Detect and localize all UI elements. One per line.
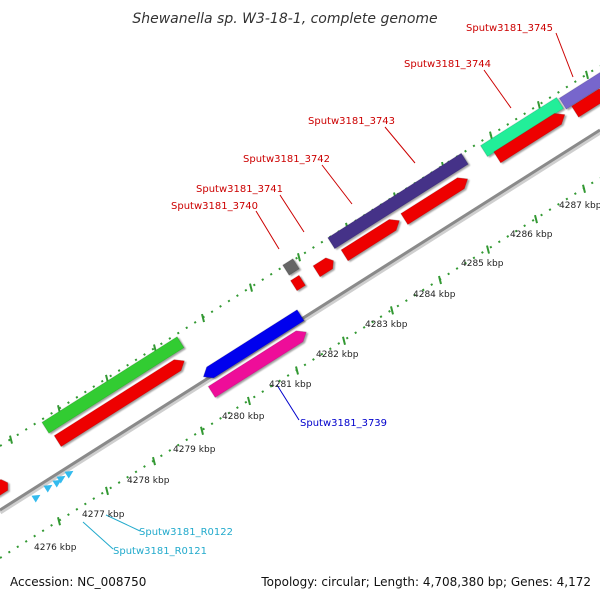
genome-summary-text: Topology: circular; Length: 4,708,380 bp… <box>260 575 591 589</box>
tick-label-4279: 4279 kbp <box>173 445 216 455</box>
gene-label-R0121: Sputw3181_R0121 <box>113 546 207 557</box>
gene-teal-feature <box>480 97 564 157</box>
gene-green-feature <box>41 336 185 434</box>
leader-3743 <box>384 126 416 164</box>
leader-3745 <box>555 32 574 78</box>
trna-marker <box>64 470 74 479</box>
cds-feature-i <box>0 479 9 498</box>
gene-gray-feature <box>282 258 300 276</box>
inner-major-tick <box>247 396 251 406</box>
tick-label-4285: 4285 kbp <box>461 259 504 269</box>
cds-feature-f <box>400 177 469 225</box>
cds-feature-a <box>53 359 185 448</box>
gene-label-R0122: Sputw3181_R0122 <box>139 527 233 538</box>
outer-major-tick <box>9 435 13 444</box>
tick-label-4283: 4283 kbp <box>365 320 408 330</box>
inner-major-tick <box>200 426 204 435</box>
cds-feature-d <box>312 257 334 278</box>
trna-marker <box>56 475 66 484</box>
inner-major-tick <box>295 366 299 375</box>
tick-label-4286: 4286 kbp <box>510 230 553 240</box>
gene-label-3743: Sputw3181_3743 <box>308 116 395 127</box>
leader-R0122 <box>105 514 141 532</box>
accession-text: Accession: NC_008750 <box>10 575 146 589</box>
gene-label-3741: Sputw3181_3741 <box>196 184 283 195</box>
gene-label-3745: Sputw3181_3745 <box>466 23 553 34</box>
inner-major-tick <box>390 306 394 315</box>
leader-3744 <box>483 69 512 109</box>
gene-labels: Sputw3181_3745 Sputw3181_3744 Sputw3181_… <box>113 23 553 557</box>
tick-label-4287: 4287 kbp <box>559 201 600 211</box>
tick-labels: 4276 kbp 4277 kbp 4278 kbp 4279 kbp 4280… <box>34 201 600 553</box>
inner-major-tick <box>486 245 490 254</box>
gene-features <box>0 68 600 503</box>
label-leader-lines <box>82 32 574 550</box>
trna-marker <box>43 484 53 493</box>
tick-label-4281: 4281 kbp <box>269 380 312 390</box>
gene-violet-feature <box>558 68 600 110</box>
inner-major-tick <box>152 456 156 466</box>
gene-blue-feature <box>203 309 305 379</box>
leader-3740 <box>255 210 280 250</box>
cds-feature-c <box>290 274 306 292</box>
cds-feature-e <box>340 219 400 262</box>
tick-label-4276: 4276 kbp <box>34 543 77 553</box>
outer-major-tick <box>201 313 205 323</box>
outer-major-tick <box>249 283 253 292</box>
leader-R0121 <box>82 521 114 550</box>
map-title: Shewanella sp. W3-18-1, complete genome <box>132 11 437 27</box>
cds-feature-g <box>493 113 566 164</box>
gene-label-3742: Sputw3181_3742 <box>243 154 330 165</box>
outer-scale-line <box>0 65 600 447</box>
tick-label-4278: 4278 kbp <box>127 476 170 486</box>
inner-major-tick <box>534 214 538 224</box>
trna-marker <box>52 479 62 488</box>
inner-major-tick <box>582 184 586 194</box>
tick-label-4282: 4282 kbp <box>316 350 359 360</box>
leader-3741 <box>279 194 305 233</box>
leader-3742 <box>321 164 353 205</box>
inner-major-tick <box>438 275 442 285</box>
leader-3739 <box>276 384 300 421</box>
gene-label-3740: Sputw3181_3740 <box>171 201 258 212</box>
inner-major-tick <box>342 336 346 346</box>
trna-marker <box>31 494 41 503</box>
gene-label-3739: Sputw3181_3739 <box>300 418 387 429</box>
cds-feature-b <box>207 330 307 398</box>
tick-label-4280: 4280 kbp <box>222 412 265 422</box>
tick-label-4284: 4284 kbp <box>413 290 456 300</box>
gene-navy-feature <box>327 152 469 250</box>
tick-label-4277: 4277 kbp <box>82 510 125 520</box>
inner-scale-line <box>0 177 600 559</box>
gene-label-3744: Sputw3181_3744 <box>404 59 491 70</box>
inner-major-tick <box>57 517 61 526</box>
outer-major-tick <box>297 253 301 262</box>
inner-major-tick <box>105 486 109 496</box>
outer-major-tick <box>585 70 589 80</box>
